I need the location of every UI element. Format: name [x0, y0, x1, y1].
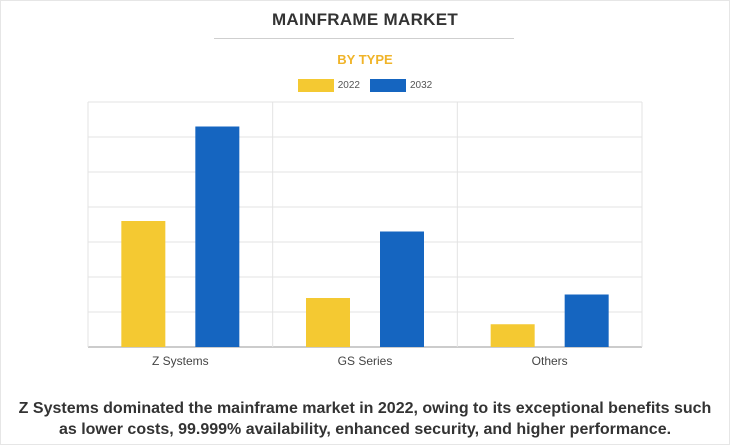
- x-tick-label: Z Systems: [152, 354, 209, 368]
- x-tick-label: Others: [532, 354, 568, 368]
- legend-label-2022: 2022: [337, 80, 360, 91]
- bar-2032-z-systems: [195, 126, 240, 347]
- bar-2032-gs-series: [380, 231, 424, 347]
- chart-title: MAINFRAME MARKET: [271, 10, 459, 29]
- legend-swatch-2022: [297, 79, 334, 92]
- bar-2022-z-systems: [121, 221, 166, 347]
- chart-legend: 2022 2032: [0, 79, 730, 92]
- bar-2022-others: [490, 324, 535, 347]
- chart-caption: Z Systems dominated the mainframe market…: [18, 400, 712, 438]
- title-divider: [214, 38, 514, 39]
- legend-item-2022: 2022: [297, 79, 360, 92]
- legend-swatch-2032: [370, 79, 406, 92]
- legend-label-2032: 2032: [410, 80, 433, 91]
- legend-item-2032: 2032: [370, 79, 432, 92]
- chart-subtitle: BY TYPE: [337, 52, 393, 67]
- x-tick-label: GS Series: [338, 354, 393, 368]
- bar-2032-others: [564, 294, 609, 347]
- bar-2022-gs-series: [306, 298, 350, 347]
